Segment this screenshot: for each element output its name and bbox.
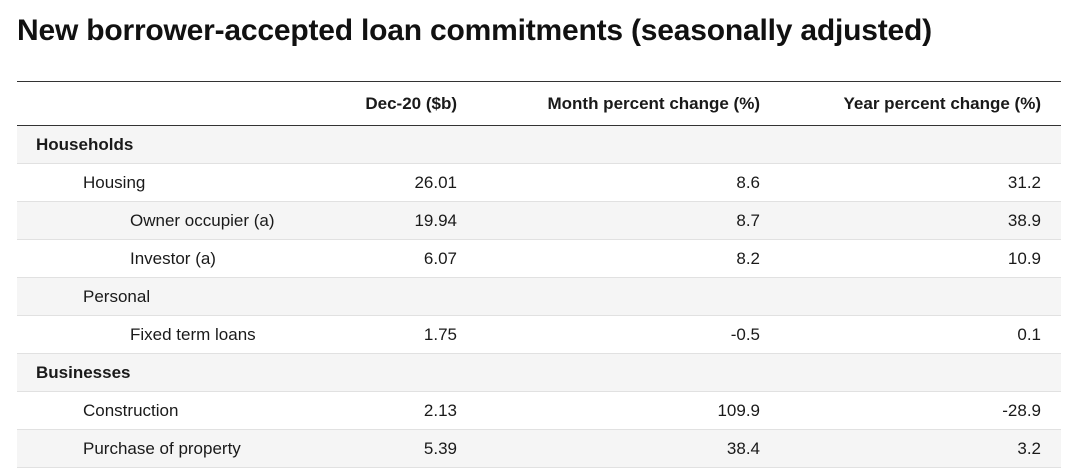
row-label: Fixed term loans [17,315,317,354]
month-change-cell [475,353,778,392]
month-change-cell: 109.9 [475,391,778,430]
column-header-year-change: Year percent change (%) [843,93,1041,113]
year-change-cell: 0.1 [778,315,1061,354]
table-row: Housing 26.01 8.6 31.2 [17,163,1061,202]
value-cell [317,277,475,316]
value-cell: 6.07 [317,239,475,278]
value-cell: 1.75 [317,315,475,354]
row-label: Investor (a) [17,239,317,278]
value-cell: 26.01 [317,163,475,202]
table-row: Investor (a) 6.07 8.2 10.9 [17,239,1061,278]
table-row: Businesses [17,353,1061,392]
table-header: Dec-20 ($b) Month percent change (%) Yea… [17,81,1061,126]
row-label: Housing [17,163,317,202]
year-change-cell: -28.9 [778,391,1061,430]
year-change-cell [778,353,1061,392]
table-row: Fixed term loans 1.75 -0.5 0.1 [17,315,1061,354]
loan-commitments-table: Dec-20 ($b) Month percent change (%) Yea… [17,81,1061,468]
month-change-cell: 38.4 [475,429,778,468]
table-row: Construction 2.13 109.9 -28.9 [17,391,1061,430]
page-title: New borrower-accepted loan commitments (… [17,14,932,47]
table-row: Personal [17,277,1061,316]
year-change-cell [778,125,1061,164]
value-cell [317,125,475,164]
header-row: Dec-20 ($b) Month percent change (%) Yea… [17,81,1061,126]
month-change-cell: -0.5 [475,315,778,354]
row-label: Purchase of property [17,429,317,468]
column-header-label [17,82,317,126]
row-label: Personal [17,277,317,316]
year-change-cell: 38.9 [778,201,1061,240]
month-change-cell: 8.6 [475,163,778,202]
table-row: Owner occupier (a) 19.94 8.7 38.9 [17,201,1061,240]
value-cell [317,353,475,392]
row-label: Construction [17,391,317,430]
value-cell: 19.94 [317,201,475,240]
year-change-cell: 31.2 [778,163,1061,202]
month-change-cell [475,277,778,316]
row-label: Businesses [17,353,317,392]
value-cell: 2.13 [317,391,475,430]
year-change-cell: 3.2 [778,429,1061,468]
table-row: Households [17,125,1061,164]
year-change-cell: 10.9 [778,239,1061,278]
column-header-value: Dec-20 ($b) [365,93,457,113]
row-label: Households [17,125,317,164]
month-change-cell: 8.7 [475,201,778,240]
row-label: Owner occupier (a) [17,201,317,240]
column-header-month-change: Month percent change (%) [547,93,760,113]
value-cell: 5.39 [317,429,475,468]
year-change-cell [778,277,1061,316]
table-body: Households Housing 26.01 8.6 31.2 Owner occup… [17,125,1061,468]
month-change-cell [475,125,778,164]
month-change-cell: 8.2 [475,239,778,278]
table-row: Purchase of property 5.39 38.4 3.2 [17,429,1061,468]
